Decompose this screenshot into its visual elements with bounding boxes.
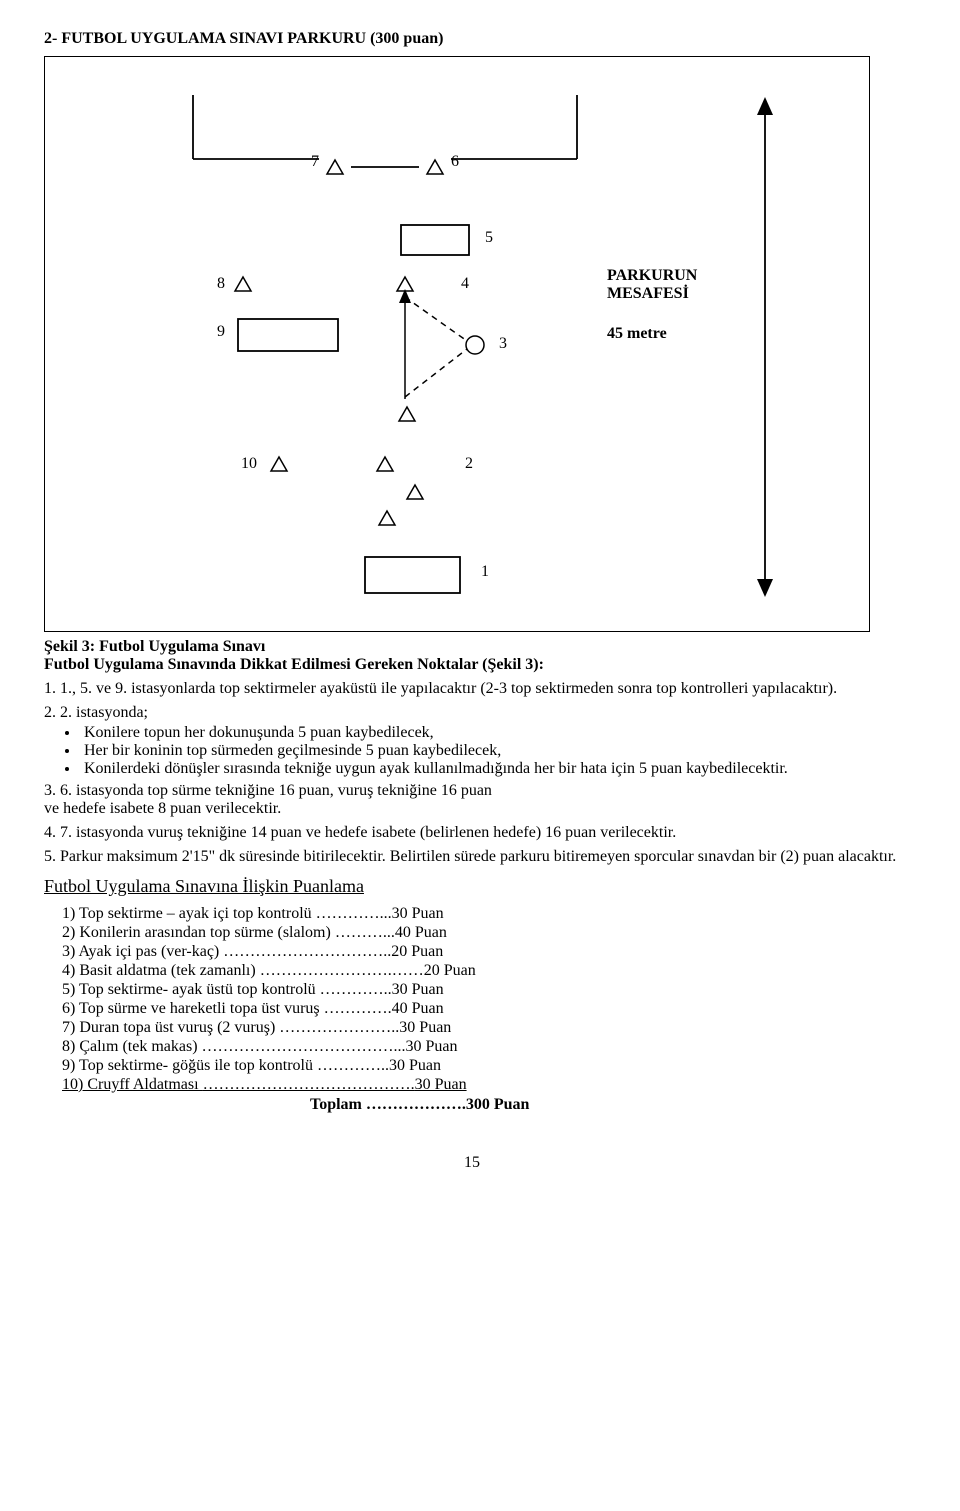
scoring-dots: ………... [335, 924, 395, 942]
bullet-item: Konilere topun her dokunuşunda 5 puan ka… [80, 724, 900, 742]
scoring-row: 6) Top sürme ve hareketli topa üst vuruş… [62, 1000, 900, 1018]
scoring-total: Toplam ……………….300 Puan [62, 1096, 900, 1114]
bullet-item: Her bir koninin top sürmeden geçilmesind… [80, 742, 900, 760]
scoring-label: 6) Top sürme ve hareketli topa üst vuruş [62, 1000, 324, 1018]
scoring-dots: ………….. [317, 1057, 389, 1075]
scoring-points: 30 Puan [399, 1019, 451, 1037]
scoring-dots: …………. [324, 1000, 392, 1018]
total-points: 300 Puan [466, 1096, 530, 1113]
scoring-row: 10) Cruyff Aldatması …………………………………. 30 P… [62, 1076, 900, 1094]
scoring-label: 5) Top sektirme- ayak üstü top kontrolü [62, 981, 320, 999]
scoring-label: 10) Cruyff Aldatması [62, 1076, 203, 1094]
bullet-item: Konilerdeki dönüşler sırasında tekniğe u… [80, 760, 900, 778]
label-1: 1 [481, 563, 489, 581]
label-8: 8 [217, 275, 225, 293]
label-5: 5 [485, 229, 493, 247]
scoring-label: 1) Top sektirme – ayak içi top kontrolü [62, 905, 316, 923]
page-title: 2- FUTBOL UYGULAMA SINAVI PARKURU (300 p… [44, 30, 900, 48]
scoring-row: 8) Çalım (tek makas) ………………………………... 30 … [62, 1038, 900, 1056]
scoring-points: 30 Puan [392, 905, 444, 923]
scoring-label: 2) Konilerin arasından top sürme (slalom… [62, 924, 335, 942]
scoring-label: 7) Duran topa üst vuruş (2 vuruş) [62, 1019, 279, 1037]
label-2: 2 [465, 455, 473, 473]
scoring-points: 30 Puan [392, 981, 444, 999]
figure-caption: Şekil 3: Futbol Uygulama Sınavı [44, 638, 900, 656]
item-2: 2. 2. istasyonda; [44, 704, 900, 722]
scoring-points: 40 Puan [395, 924, 447, 942]
scoring-dots: …………………………………. [203, 1076, 415, 1094]
scoring-row: 1) Top sektirme – ayak içi top kontrolü … [62, 905, 900, 923]
scoring-label: 3) Ayak içi pas (ver-kaç) [62, 943, 223, 961]
scoring-dots: ………………….. [279, 1019, 399, 1037]
total-dots: ………………. [366, 1096, 466, 1113]
label-parkurun: PARKURUN [607, 267, 697, 285]
figure-subcaption: Futbol Uygulama Sınavında Dikkat Edilmes… [44, 656, 900, 674]
label-10: 10 [241, 455, 257, 473]
item-5: 5. Parkur maksimum 2'15" dk süresinde bi… [44, 848, 900, 866]
section-title: Futbol Uygulama Sınavına İlişkin Puanlam… [44, 876, 900, 897]
scoring-dots: …………………….…… [260, 962, 424, 980]
label-9: 9 [217, 323, 225, 341]
label-3: 3 [499, 335, 507, 353]
scoring-points: 20 Puan [391, 943, 443, 961]
scoring-list: 1) Top sektirme – ayak içi top kontrolü … [44, 905, 900, 1114]
scoring-row: 9) Top sektirme- göğüs ile top kontrolü … [62, 1057, 900, 1075]
scoring-points: 30 Puan [415, 1076, 467, 1094]
scoring-label: 8) Çalım (tek makas) [62, 1038, 202, 1056]
scoring-dots: ………………………………... [202, 1038, 406, 1056]
scoring-points: 20 Puan [424, 962, 476, 980]
item-3: 3. 6. istasyonda top sürme tekniğine 16 … [44, 782, 900, 818]
scoring-points: 40 Puan [392, 1000, 444, 1018]
total-label: Toplam [310, 1096, 366, 1113]
scoring-row: 2) Konilerin arasından top sürme (slalom… [62, 924, 900, 942]
scoring-row: 7) Duran topa üst vuruş (2 vuruş) ………………… [62, 1019, 900, 1037]
label-4: 4 [461, 275, 469, 293]
scoring-row: 3) Ayak içi pas (ver-kaç) ………………………….. 2… [62, 943, 900, 961]
page-number: 15 [44, 1154, 900, 1172]
label-6: 6 [451, 153, 459, 171]
item-4: 4. 7. istasyonda vuruş tekniğine 14 puan… [44, 824, 900, 842]
scoring-dots: ………………………….. [223, 943, 391, 961]
label-mesafesi: MESAFESİ [607, 285, 689, 303]
scoring-row: 5) Top sektirme- ayak üstü top kontrolü … [62, 981, 900, 999]
scoring-label: 4) Basit aldatma (tek zamanlı) [62, 962, 260, 980]
scoring-dots: …………... [316, 905, 392, 923]
bullet-list: Konilere topun her dokunuşunda 5 puan ka… [44, 724, 900, 778]
label-metre: 45 metre [607, 325, 667, 343]
label-7: 7 [311, 153, 319, 171]
diagram-container: 7 6 5 8 4 9 3 10 2 1 PARKURUN MESAFESİ 4… [44, 56, 870, 632]
diagram-svg [45, 57, 871, 633]
scoring-dots: ………….. [320, 981, 392, 999]
scoring-points: 30 Puan [406, 1038, 458, 1056]
scoring-row: 4) Basit aldatma (tek zamanlı) …………………….… [62, 962, 900, 980]
item-1: 1. 1., 5. ve 9. istasyonlarda top sektir… [44, 680, 900, 698]
scoring-label: 9) Top sektirme- göğüs ile top kontrolü [62, 1057, 317, 1075]
scoring-points: 30 Puan [389, 1057, 441, 1075]
